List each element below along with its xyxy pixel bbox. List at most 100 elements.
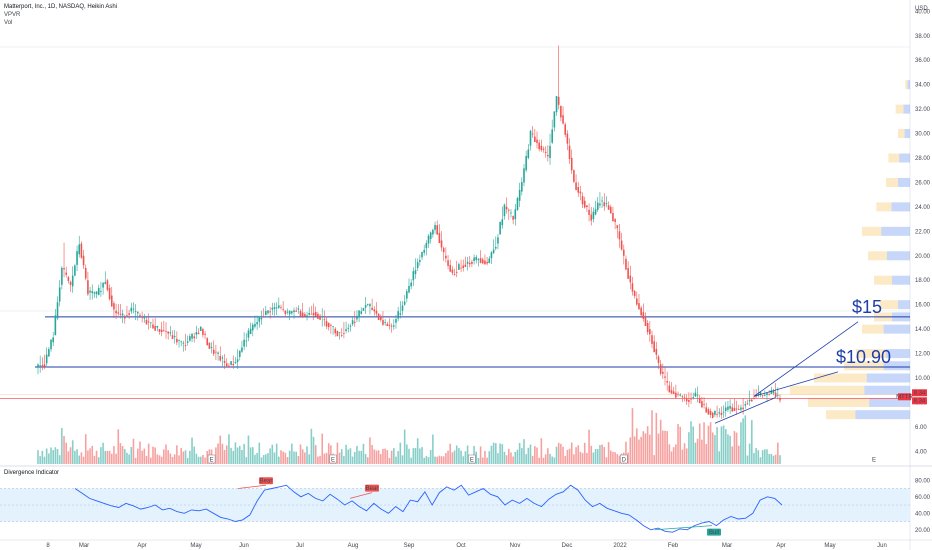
- candle-body: [306, 315, 308, 317]
- candle-body: [123, 316, 126, 319]
- volume-bar: [408, 448, 410, 464]
- candle-body: [273, 307, 276, 309]
- horizontal-levels[interactable]: [0, 316, 910, 399]
- candle-body: [777, 394, 779, 396]
- candle-body: [78, 244, 81, 255]
- volume-bar: [393, 448, 395, 464]
- volume-bar: [78, 455, 81, 464]
- volume-bar: [462, 456, 465, 464]
- time-tick: May: [824, 543, 835, 549]
- volume-bar: [644, 433, 647, 464]
- volume-bar: [356, 445, 358, 464]
- candle-body: [225, 363, 228, 366]
- candle-body: [199, 326, 202, 331]
- candle-body: [629, 275, 632, 283]
- candle-body: [668, 385, 671, 393]
- candle-body: [137, 311, 139, 314]
- candle-body: [636, 298, 638, 305]
- candle-body: [477, 259, 480, 260]
- volume-bar: [314, 445, 317, 464]
- volume-bar: [110, 453, 113, 464]
- volume-bar: [82, 456, 85, 464]
- volume-bar: [766, 449, 768, 464]
- volume-bar: [388, 457, 391, 464]
- volume-bar: [629, 437, 632, 464]
- volume-bar: [191, 437, 193, 464]
- volume-bar: [625, 441, 627, 464]
- price-badge: MTTR: [896, 395, 913, 401]
- volume-bar: [677, 424, 679, 464]
- volume-bar: [104, 450, 107, 464]
- drawing-annotations[interactable]: $15 $10.90 E E E D E: [207, 297, 891, 464]
- volume-bar: [184, 450, 187, 464]
- candle-body: [714, 410, 716, 415]
- candle-body: [254, 323, 256, 327]
- candle-body: [766, 392, 768, 396]
- volume-bar: [310, 428, 313, 464]
- volume-bar: [390, 450, 393, 464]
- volume-bar: [453, 450, 456, 464]
- volume-bar: [54, 447, 57, 464]
- volume-bar: [588, 429, 590, 464]
- volume-bar: [460, 450, 462, 464]
- volume-bar: [221, 443, 224, 464]
- candle-body: [499, 221, 501, 235]
- candle-body: [130, 307, 133, 312]
- candle-body: [163, 330, 165, 332]
- volume-bar: [777, 442, 779, 464]
- candle-body: [80, 243, 83, 258]
- time-tick: Sep: [404, 543, 415, 549]
- candle-body: [768, 394, 770, 396]
- volume-bar: [705, 443, 708, 464]
- candle-body: [228, 365, 230, 368]
- volume-bar: [340, 449, 343, 464]
- candle-body: [416, 262, 419, 268]
- volume-bar: [401, 455, 404, 464]
- volume-bar: [353, 451, 356, 464]
- time-axis[interactable]: 8 Mar Apr May Jun Jul Aug Sep Oct Nov Dec 2022 Feb Ma…: [46, 543, 887, 549]
- volume-bar: [642, 431, 645, 464]
- volume-bar: [74, 450, 76, 464]
- symbol-title: Matterport, Inc., 1D, NASDAQ, Heikin Ash…: [4, 4, 118, 10]
- volume-bar: [664, 430, 666, 464]
- candle-body: [100, 291, 102, 292]
- candle-body: [143, 317, 146, 319]
- candle-body: [271, 307, 274, 310]
- volume-bar: [707, 425, 710, 464]
- vp-bar-sell: [876, 202, 892, 212]
- candle-body: [462, 265, 465, 269]
- candle-body: [301, 312, 304, 318]
- volume-bar: [399, 442, 402, 464]
- volume-bar: [716, 427, 718, 464]
- volume-bar: [327, 443, 330, 464]
- candle-body: [666, 381, 668, 383]
- volume-bar: [586, 452, 588, 464]
- vp-bar-sell: [905, 80, 908, 90]
- candle-body: [616, 225, 619, 229]
- vp-bar-buy: [903, 104, 910, 114]
- candle-body: [709, 411, 712, 415]
- volume-bar: [553, 457, 556, 464]
- volume-bar: [568, 448, 571, 464]
- volume-bar: [199, 456, 202, 464]
- volume-bar: [434, 456, 436, 464]
- vp-bar-buy: [866, 373, 910, 383]
- candle-body: [675, 392, 677, 398]
- event-marker: [329, 454, 337, 464]
- volume-bar: [523, 439, 525, 464]
- candle-body: [718, 412, 721, 414]
- candle-body: [618, 231, 621, 240]
- volume-bar: [243, 443, 245, 464]
- candle-body: [755, 396, 757, 398]
- candle-body: [193, 336, 196, 339]
- candle-body: [644, 316, 647, 327]
- candle-body: [705, 407, 708, 413]
- candle-body: [484, 260, 486, 265]
- volume-bar: [219, 435, 222, 464]
- candle-body: [241, 347, 243, 352]
- candle-body: [269, 311, 271, 313]
- volume-bar: [714, 435, 716, 464]
- candle-body: [659, 364, 662, 374]
